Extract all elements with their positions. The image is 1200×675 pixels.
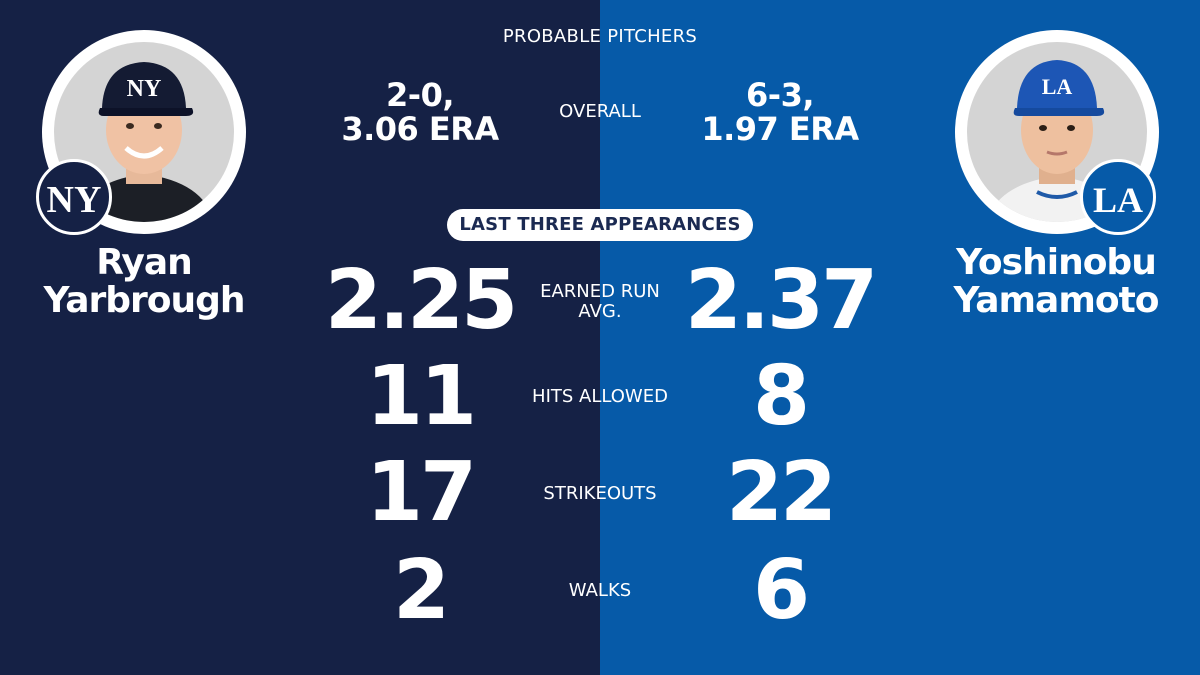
right-hits-allowed: 8 <box>752 349 810 444</box>
svg-text:LA: LA <box>1093 180 1143 220</box>
left-player-first-name: Ryan <box>96 242 193 283</box>
era-label: EARNED RUN AVG. <box>510 282 690 322</box>
era-label-line2: AVG. <box>578 301 622 322</box>
player-photo-icon: NY <box>54 42 234 222</box>
svg-text:NY: NY <box>47 179 102 221</box>
section-pill: LAST THREE APPEARANCES <box>447 209 753 241</box>
svg-text:NY: NY <box>127 76 162 102</box>
svg-text:LA: LA <box>1042 74 1073 99</box>
hits-allowed-label: HITS ALLOWED <box>532 386 668 407</box>
overall-label: OVERALL <box>559 101 641 122</box>
left-era: 2.25 <box>324 253 518 348</box>
walks-label: WALKS <box>568 580 632 601</box>
right-player-name: Yoshinobu Yamamoto <box>936 244 1176 320</box>
right-walks: 6 <box>752 543 810 638</box>
header-title: PROBABLE PITCHERS <box>502 26 698 47</box>
yankees-logo-icon: NY <box>36 159 112 235</box>
strikeouts-label: STRIKEOUTS <box>543 483 657 504</box>
left-overall-line1: 2-0, <box>386 76 454 114</box>
right-player-first-name: Yoshinobu <box>956 242 1157 283</box>
right-overall-line2: 1.97 ERA <box>701 110 859 148</box>
right-strikeouts: 22 <box>725 445 837 540</box>
right-player-last-name: Yamamoto <box>953 280 1159 321</box>
left-player-name: Ryan Yarbrough <box>24 244 264 320</box>
left-walks: 2 <box>392 543 450 638</box>
right-overall-record: 6-3, 1.97 ERA <box>660 78 900 146</box>
left-player-last-name: Yarbrough <box>43 280 245 321</box>
dodgers-logo-icon: LA <box>1080 159 1156 235</box>
left-overall-line2: 3.06 ERA <box>341 110 499 148</box>
left-strikeouts: 17 <box>365 445 477 540</box>
right-overall-line1: 6-3, <box>746 76 814 114</box>
era-label-line1: EARNED RUN <box>540 281 660 302</box>
right-era: 2.37 <box>684 253 878 348</box>
left-hits-allowed: 11 <box>365 349 477 444</box>
left-overall-record: 2-0, 3.06 ERA <box>300 78 540 146</box>
